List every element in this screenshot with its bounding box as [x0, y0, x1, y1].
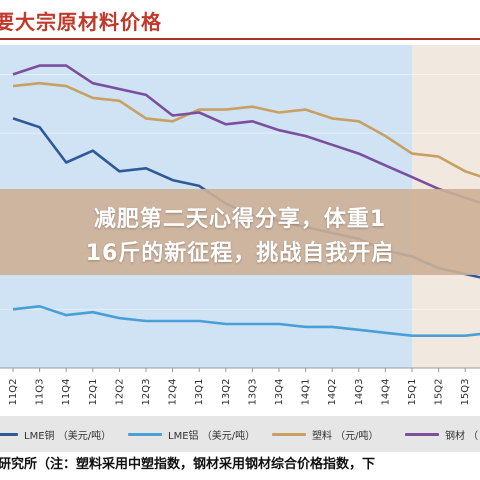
- x-axis-ticks: 11Q2 11Q3 11Q4 12Q1 12Q2 12Q3 12Q4 13Q1 13Q2 13Q3…: [8, 368, 471, 406]
- legend-item-steel: 钢材 （: [405, 416, 478, 452]
- series-plastic-line: [12, 81, 480, 178]
- overlay-text-line-2: 16斤的新征程，挑战自我开启: [85, 241, 395, 266]
- x-tick-label-10: 13Q4: [274, 379, 285, 406]
- x-tick-label-1: 11Q3: [35, 379, 46, 406]
- legend-label-lme-copper: LME铜 （美元/吨）: [24, 430, 112, 442]
- x-tick-label-13: 14Q3: [354, 379, 365, 406]
- x-tick-label-7: 13Q1: [194, 379, 205, 406]
- x-tick-label-17: 15Q3: [460, 379, 471, 406]
- tick-band: [0, 368, 480, 414]
- legend-item-plastic: 塑料 （元/吨）: [272, 416, 379, 452]
- legend-label-steel: 钢材 （: [445, 430, 479, 442]
- legend-item-lme-copper: LME铜 （美元/吨）: [0, 416, 111, 452]
- legend-label-lme-aluminum: LME铝 （美元/吨）: [168, 430, 256, 442]
- x-tick-label-0: 11Q2: [8, 379, 19, 406]
- x-tick-label-4: 12Q2: [114, 379, 125, 406]
- x-tick-label-12: 14Q2: [327, 379, 338, 406]
- legend-label-plastic: 塑料 （元/吨）: [312, 430, 379, 442]
- x-tick-label-8: 13Q2: [221, 379, 232, 406]
- legend-item-lme-aluminum: LME铝 （美元/吨）: [128, 416, 255, 452]
- x-tick-label-9: 13Q3: [247, 379, 258, 406]
- x-tick-label-6: 12Q4: [168, 379, 179, 406]
- x-tick-label-2: 11Q4: [61, 379, 72, 406]
- x-tick-label-15: 15Q1: [407, 379, 418, 406]
- overlay-banner: 减肥第二天心得分享，体重1 16斤的新征程，挑战自我开启: [0, 189, 480, 275]
- chart-title: 要大宗原材料价格: [0, 10, 162, 34]
- overlay-text-line-1: 减肥第二天心得分享，体重1: [93, 207, 387, 232]
- source-note: 研究所（注：塑料采用中塑指数，钢材采用钢材综合价格指数，下: [0, 457, 376, 472]
- legend-swatch-lme-copper: [0, 432, 18, 436]
- x-tick-label-14: 14Q4: [380, 379, 391, 406]
- legend-swatch-lme-aluminum: [128, 432, 162, 436]
- x-tick-label-3: 12Q1: [88, 379, 99, 406]
- x-tick-label-16: 15Q2: [434, 379, 445, 406]
- legend-swatch-steel: [405, 432, 439, 436]
- legend-swatch-plastic: [272, 432, 306, 436]
- title-rule: [0, 38, 480, 40]
- x-tick-label-11: 14Q1: [301, 379, 312, 406]
- chart-legend: LME铜 （美元/吨） LME铝 （美元/吨） 塑料 （元/吨） 钢材 （: [0, 416, 480, 452]
- x-tick-label-5: 12Q3: [141, 379, 152, 406]
